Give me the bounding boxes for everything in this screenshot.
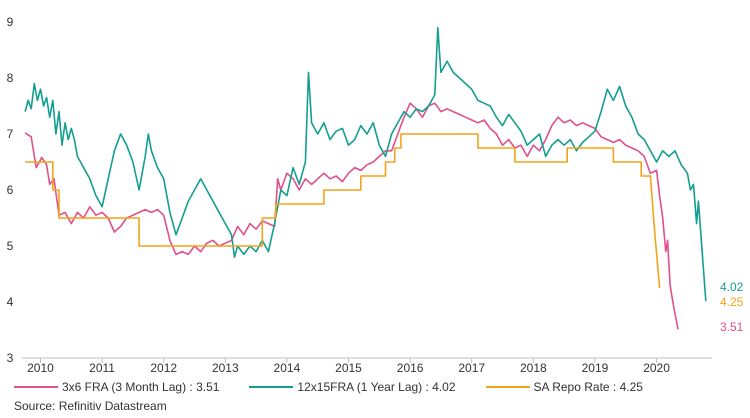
series-layer [24,26,707,330]
y-tick-label: 5 [7,239,14,253]
x-tick-label: 2014 [274,361,301,375]
series-line-1 [24,26,707,301]
end-labels: 3.51 4.024.25 [720,280,744,334]
end-label-0: 3.51 [720,320,744,334]
y-tick-label: 8 [7,71,14,85]
legend: 3x6 FRA (3 Month Lag) : 3.51 12x15FRA (1 … [14,380,673,394]
y-tick-label: 6 [7,183,14,197]
y-tick-label: 4 [7,295,14,309]
axes: 3 4 5 6 7 8 9 2010 2011 2012 2013 2014 2015 2016 2017 2… [7,15,712,375]
x-tick-label: 2013 [212,361,239,375]
x-tick-label: 2011 [89,361,115,375]
y-tick-label: 9 [7,15,14,29]
legend-swatch [485,386,530,388]
x-tick-label: 2020 [643,361,670,375]
legend-item-1: 12x15FRA (1 Year Lag) : 4.02 [249,380,456,394]
x-tick-label: 2010 [27,361,54,375]
end-label-1: 4.02 [720,280,744,294]
x-tick-label: 2015 [335,361,362,375]
legend-item-2: SA Repo Rate : 4.25 [485,380,643,394]
source-note: Source: Refinitiv Datastream [14,399,167,413]
legend-label: 3x6 FRA (3 Month Lag) : 3.51 [62,380,220,394]
x-tick-label: 2018 [520,361,547,375]
x-tick-label: 2012 [150,361,177,375]
x-tick-label: 2019 [582,361,609,375]
y-tick-label: 3 [7,351,14,365]
legend-swatch [14,386,58,388]
legend-swatch [249,386,294,388]
end-label-2: 4.25 [720,295,744,309]
legend-label: 12x15FRA (1 Year Lag) : 4.02 [297,380,456,394]
x-tick-label: 2017 [458,361,485,375]
series-line-0 [24,102,679,330]
legend-item-0: 3x6 FRA (3 Month Lag) : 3.51 [14,380,219,394]
x-tick-label: 2016 [397,361,424,375]
series-line-2 [25,133,661,289]
y-tick-label: 7 [7,127,14,141]
legend-label: SA Repo Rate : 4.25 [533,380,643,394]
